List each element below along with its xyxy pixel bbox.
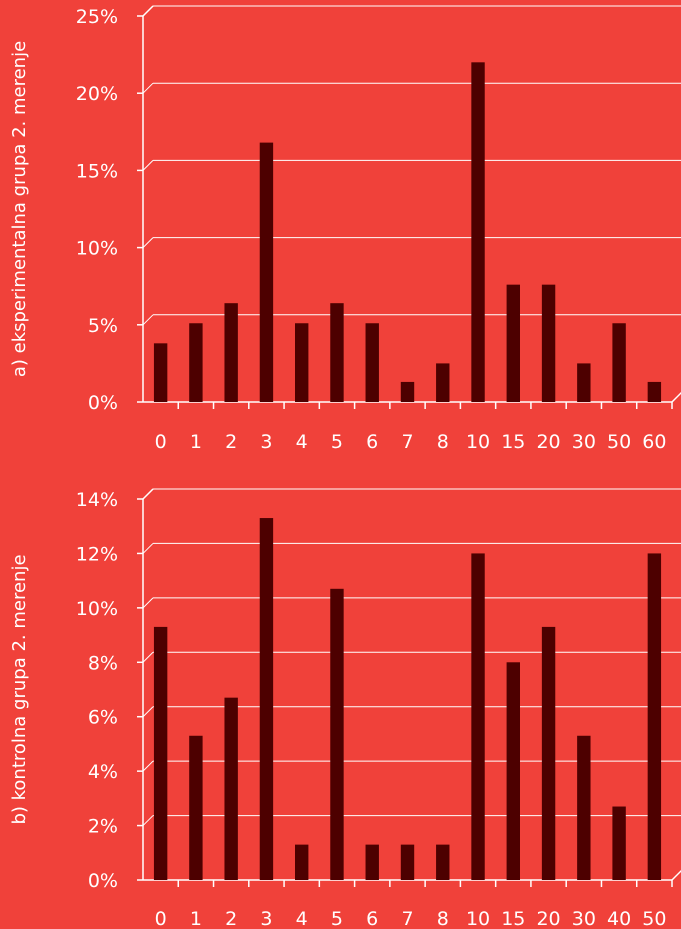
x-tick-label: 1 xyxy=(190,431,202,453)
x-axis-depth xyxy=(671,391,681,403)
bar-5 xyxy=(330,303,344,402)
gridline-diag xyxy=(142,237,154,248)
y-tick-label: 8% xyxy=(88,652,118,674)
bar-6 xyxy=(365,844,379,880)
bar-1 xyxy=(189,735,203,880)
x-tick-label: 15 xyxy=(501,431,525,453)
x-tick-label: 1 xyxy=(190,908,202,929)
bar-2 xyxy=(224,697,238,880)
y-axis-title: a) eksperimentalna grupa 2. merenje xyxy=(9,41,30,377)
gridline-diag xyxy=(142,82,154,94)
x-tick-label: 0 xyxy=(155,431,167,453)
x-tick-label: 5 xyxy=(331,431,343,453)
x-tick-label: 8 xyxy=(437,431,449,453)
x-tick-label: 4 xyxy=(296,908,308,929)
y-tick-label: 20% xyxy=(76,83,118,105)
y-tick-label: 0% xyxy=(88,392,118,414)
bar-4 xyxy=(294,323,309,402)
bar-20 xyxy=(541,284,556,402)
x-tick-label: 0 xyxy=(155,908,167,929)
y-tick-label: 12% xyxy=(76,543,118,565)
bar-30 xyxy=(577,363,591,402)
gridline-diag xyxy=(142,651,154,663)
y-axis-title: b) kontrolna grupa 2. merenje xyxy=(9,554,30,824)
y-tick-label: 0% xyxy=(88,870,118,892)
bar-8 xyxy=(436,844,450,880)
bar-7 xyxy=(400,844,415,880)
x-tick-label: 2 xyxy=(225,431,237,453)
x-tick-label: 7 xyxy=(401,908,413,929)
bar-2 xyxy=(224,303,238,402)
y-tick-label: 10% xyxy=(76,238,118,260)
bar-60 xyxy=(647,381,662,402)
gridline-diag xyxy=(142,160,154,171)
bar-3 xyxy=(259,142,274,402)
bar-30 xyxy=(577,735,591,880)
bar-0 xyxy=(153,626,168,880)
bar-6 xyxy=(365,323,379,402)
y-tick-label: 10% xyxy=(76,598,118,620)
bar-15 xyxy=(506,662,521,880)
y-tick-label: 6% xyxy=(88,707,118,729)
x-tick-label: 6 xyxy=(366,908,378,929)
x-tick-label: 7 xyxy=(401,431,413,453)
x-tick-label: 8 xyxy=(437,908,449,929)
bar-50 xyxy=(612,323,626,402)
bar-40 xyxy=(612,806,626,880)
x-tick-label: 5 xyxy=(331,908,343,929)
y-tick-label: 4% xyxy=(88,761,118,783)
y-axis-depth xyxy=(142,5,154,17)
x-tick-label: 20 xyxy=(536,431,560,453)
bar-15 xyxy=(506,284,521,402)
bar-4 xyxy=(294,844,309,880)
bar-50 xyxy=(647,553,662,880)
y-tick-label: 14% xyxy=(76,489,118,511)
chart-1: 0% 5% 10% 15% 20% 25% 0 1 2 3 4 5 6 7 8 10 15 20 30 50 60 a) … xyxy=(9,5,681,453)
x-tick-label: 3 xyxy=(260,431,272,453)
bar-20 xyxy=(541,626,556,880)
y-tick-label: 25% xyxy=(76,6,118,28)
x-tick-label: 30 xyxy=(572,908,596,929)
y-tick-label: 2% xyxy=(88,816,118,838)
bar-10 xyxy=(471,553,485,880)
x-tick-label: 50 xyxy=(642,908,666,929)
bar-0 xyxy=(153,343,168,402)
gridline-diag xyxy=(142,597,154,609)
y-axis-depth xyxy=(142,488,154,500)
x-tick-label: 30 xyxy=(572,431,596,453)
x-tick-label: 6 xyxy=(366,431,378,453)
bar-5 xyxy=(330,588,344,880)
x-tick-label: 15 xyxy=(501,908,525,929)
gridline-diag xyxy=(142,760,154,772)
y-tick-label: 5% xyxy=(88,315,118,337)
x-tick-label: 4 xyxy=(296,431,308,453)
gridline-diag xyxy=(142,706,154,718)
bar-10 xyxy=(471,62,485,402)
bar-3 xyxy=(259,518,274,880)
x-tick-label: 3 xyxy=(260,908,272,929)
x-tick-label: 50 xyxy=(607,431,631,453)
x-axis-depth xyxy=(671,869,681,881)
x-tick-label: 10 xyxy=(466,431,490,453)
gridline-diag xyxy=(142,543,154,554)
x-tick-label: 40 xyxy=(607,908,631,929)
bar-7 xyxy=(400,381,415,402)
bar-1 xyxy=(189,323,203,402)
x-tick-label: 10 xyxy=(466,908,490,929)
x-tick-label: 2 xyxy=(225,908,237,929)
gridline-diag xyxy=(142,815,154,826)
chart-2: 0% 2% 4% 6% 8% 10% 12% 14% 0 1 2 3 4 5 6 7 8 10 15 20 30 40 50… xyxy=(9,488,681,929)
x-tick-label: 60 xyxy=(642,431,666,453)
y-tick-label: 15% xyxy=(76,160,118,182)
x-tick-label: 20 xyxy=(536,908,560,929)
bar-8 xyxy=(436,363,450,402)
gridline-diag xyxy=(142,314,154,326)
